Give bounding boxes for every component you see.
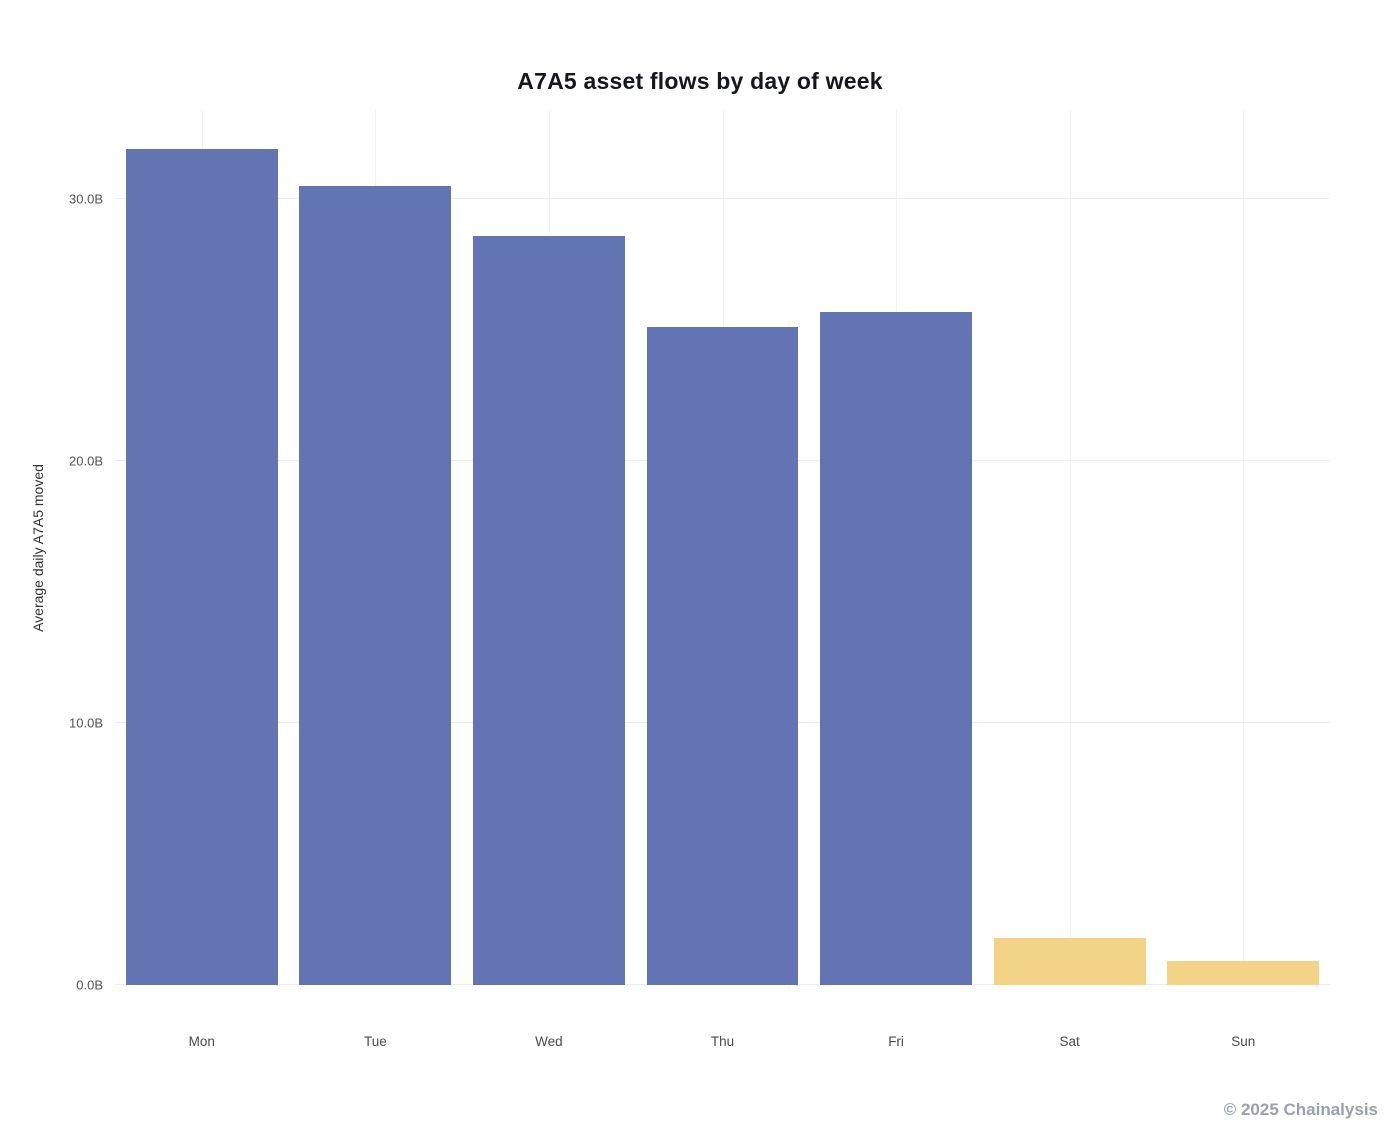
x-tick-label-tue: Tue: [363, 1034, 387, 1049]
gridline-vertical: [1243, 110, 1245, 985]
chart-title: A7A5 asset flows by day of week: [517, 68, 883, 94]
x-tick-label-thu: Thu: [710, 1034, 735, 1049]
y-tick-label: 0.0B: [76, 977, 103, 993]
y-tick-label: 20.0B: [69, 453, 103, 469]
plot-area: 0.0B 10.0B 20.0B 30.0B Mon Tue Wed Thu Fri Sat Sun: [69, 110, 1330, 1049]
y-tick-label: 30.0B: [69, 191, 103, 207]
bar-fri: [820, 311, 972, 985]
bar-thu: [646, 327, 799, 985]
bar-sat: [993, 937, 1146, 985]
bar-wed: [472, 235, 625, 985]
x-tick-label-fri: Fri: [888, 1034, 904, 1049]
x-tick-label-sat: Sat: [1059, 1034, 1080, 1049]
bar-tue: [299, 185, 452, 985]
y-axis-label: Average daily A7A5 moved: [30, 464, 46, 632]
bar-sun: [1167, 961, 1320, 985]
x-tick-label-mon: Mon: [188, 1034, 215, 1049]
footer-credit: © 2025 Chainalysis: [1223, 1100, 1378, 1119]
y-tick-label: 10.0B: [69, 715, 103, 731]
x-tick-label-wed: Wed: [535, 1034, 563, 1049]
x-tick-label-sun: Sun: [1231, 1034, 1256, 1049]
gridline-vertical: [1069, 110, 1071, 985]
bar-mon: [125, 149, 278, 985]
